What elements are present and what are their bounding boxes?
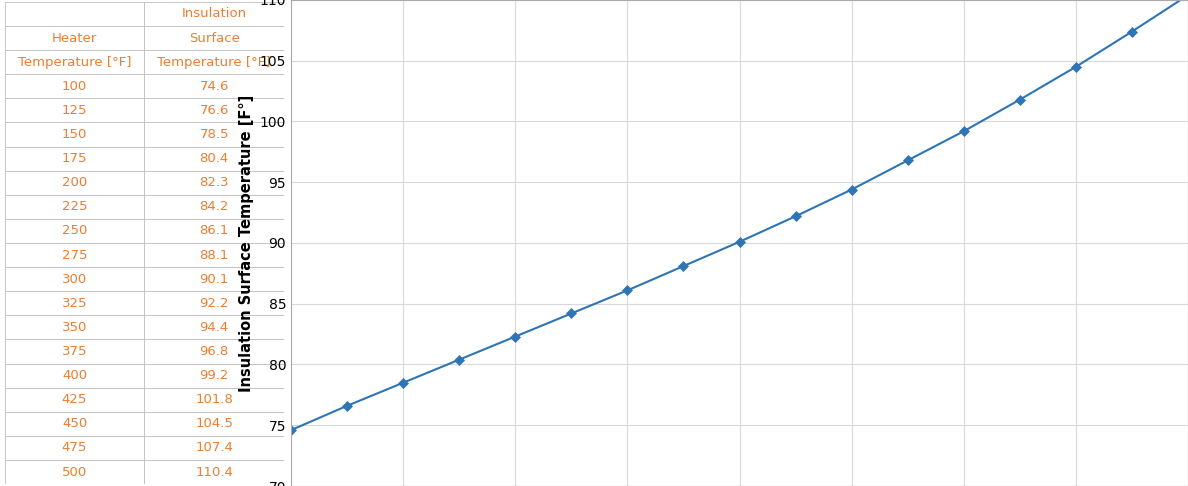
Bar [145, 267, 284, 291]
Text: 500: 500 [62, 466, 87, 479]
Text: 107.4: 107.4 [195, 441, 233, 454]
Text: 225: 225 [62, 200, 87, 213]
Text: 76.6: 76.6 [200, 104, 229, 117]
Bar [5, 291, 145, 315]
Bar [5, 364, 145, 388]
Text: 450: 450 [62, 417, 87, 430]
Bar [5, 50, 145, 74]
Text: 150: 150 [62, 128, 87, 141]
Text: 375: 375 [62, 345, 87, 358]
Text: 200: 200 [62, 176, 87, 189]
Y-axis label: Insulation Surface Temperature [F°]: Insulation Surface Temperature [F°] [239, 94, 254, 392]
Bar [145, 315, 284, 339]
Text: 92.2: 92.2 [200, 297, 229, 310]
Bar [145, 50, 284, 74]
Text: Temperature [°F]: Temperature [°F] [157, 56, 271, 69]
Text: 175: 175 [62, 152, 87, 165]
Bar [145, 98, 284, 122]
Bar [5, 388, 145, 412]
Bar [145, 195, 284, 219]
Text: 86.1: 86.1 [200, 225, 229, 238]
Bar [145, 219, 284, 243]
Bar [5, 26, 145, 50]
Text: Surface: Surface [189, 32, 240, 45]
Text: 250: 250 [62, 225, 87, 238]
Bar [5, 315, 145, 339]
Text: 80.4: 80.4 [200, 152, 229, 165]
Bar [5, 147, 145, 171]
Bar [5, 267, 145, 291]
Text: Insulation: Insulation [182, 7, 247, 20]
Bar [145, 74, 284, 98]
Text: 125: 125 [62, 104, 87, 117]
Bar [145, 171, 284, 195]
Bar [145, 364, 284, 388]
Text: 400: 400 [62, 369, 87, 382]
Bar [5, 339, 145, 364]
Text: 78.5: 78.5 [200, 128, 229, 141]
Bar [5, 2, 145, 26]
Text: 99.2: 99.2 [200, 369, 229, 382]
Bar [5, 219, 145, 243]
Bar [145, 436, 284, 460]
Text: 88.1: 88.1 [200, 248, 229, 261]
Bar [145, 460, 284, 484]
Bar [145, 2, 284, 26]
Text: 104.5: 104.5 [195, 417, 233, 430]
Text: 300: 300 [62, 273, 87, 286]
Bar [145, 339, 284, 364]
Bar [5, 98, 145, 122]
Bar [145, 26, 284, 50]
Bar [5, 412, 145, 436]
Text: 101.8: 101.8 [195, 393, 233, 406]
Text: 82.3: 82.3 [200, 176, 229, 189]
Text: 325: 325 [62, 297, 87, 310]
Bar [145, 122, 284, 147]
Text: 90.1: 90.1 [200, 273, 229, 286]
Bar [5, 74, 145, 98]
Bar [145, 291, 284, 315]
Bar [5, 460, 145, 484]
Text: Temperature [°F]: Temperature [°F] [18, 56, 132, 69]
Text: 350: 350 [62, 321, 87, 334]
Bar [5, 436, 145, 460]
Text: 110.4: 110.4 [195, 466, 233, 479]
Bar [5, 195, 145, 219]
Bar [145, 243, 284, 267]
Bar [5, 171, 145, 195]
Text: 275: 275 [62, 248, 87, 261]
Bar [145, 147, 284, 171]
Text: 74.6: 74.6 [200, 80, 229, 93]
Text: 84.2: 84.2 [200, 200, 229, 213]
Text: 96.8: 96.8 [200, 345, 229, 358]
Text: 475: 475 [62, 441, 87, 454]
Text: 100: 100 [62, 80, 87, 93]
Bar [145, 412, 284, 436]
Text: 425: 425 [62, 393, 87, 406]
Bar [5, 122, 145, 147]
Bar [145, 388, 284, 412]
Text: 94.4: 94.4 [200, 321, 229, 334]
Text: Heater: Heater [52, 32, 97, 45]
Bar [5, 243, 145, 267]
